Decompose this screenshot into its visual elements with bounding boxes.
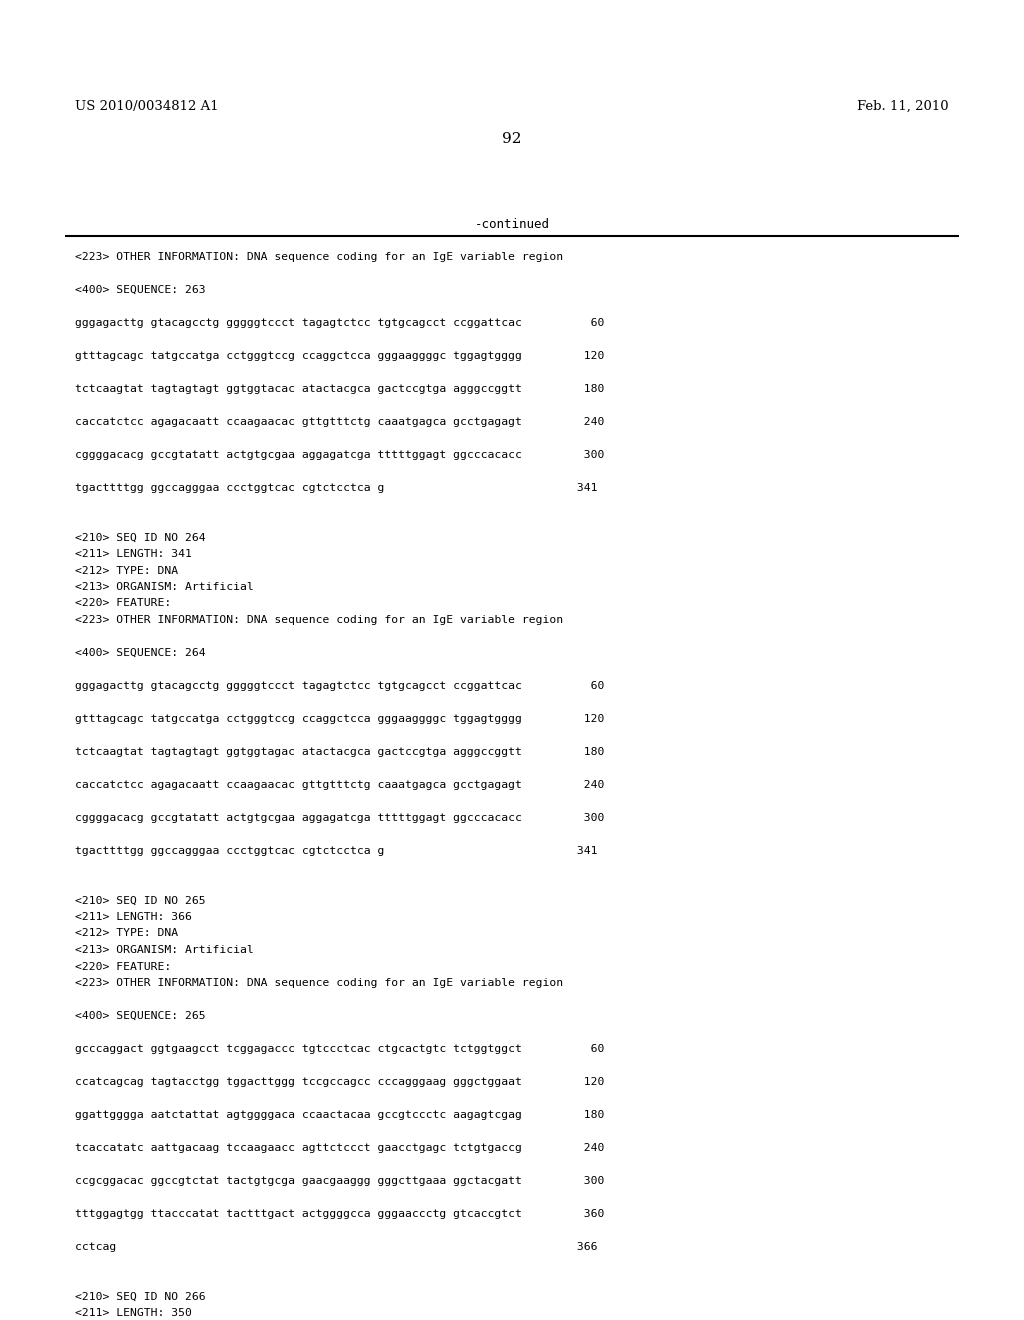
Text: <213> ORGANISM: Artificial: <213> ORGANISM: Artificial [75, 945, 254, 954]
Text: caccatctcc agagacaatt ccaagaacac gttgtttctg caaatgagca gcctgagagt         240: caccatctcc agagacaatt ccaagaacac gttgttt… [75, 417, 604, 426]
Text: <220> FEATURE:: <220> FEATURE: [75, 961, 171, 972]
Text: <223> OTHER INFORMATION: DNA sequence coding for an IgE variable region: <223> OTHER INFORMATION: DNA sequence co… [75, 978, 563, 987]
Text: tttggagtgg ttacccatat tactttgact actggggcca gggaaccctg gtcaccgtct         360: tttggagtgg ttacccatat tactttgact actgggg… [75, 1209, 604, 1218]
Text: <223> OTHER INFORMATION: DNA sequence coding for an IgE variable region: <223> OTHER INFORMATION: DNA sequence co… [75, 252, 563, 261]
Text: <211> LENGTH: 366: <211> LENGTH: 366 [75, 912, 191, 921]
Text: <210> SEQ ID NO 265: <210> SEQ ID NO 265 [75, 895, 206, 906]
Text: tctcaagtat tagtagtagt ggtggtagac atactacgca gactccgtga agggccggtt         180: tctcaagtat tagtagtagt ggtggtagac atactac… [75, 747, 604, 756]
Text: <212> TYPE: DNA: <212> TYPE: DNA [75, 928, 178, 939]
Text: tcaccatatc aattgacaag tccaagaacc agttctccct gaacctgagc tctgtgaccg         240: tcaccatatc aattgacaag tccaagaacc agttctc… [75, 1143, 604, 1152]
Text: gtttagcagc tatgccatga cctgggtccg ccaggctcca gggaaggggc tggagtgggg         120: gtttagcagc tatgccatga cctgggtccg ccaggct… [75, 714, 604, 723]
Text: ccatcagcag tagtacctgg tggacttggg tccgccagcc cccagggaag gggctggaat         120: ccatcagcag tagtacctgg tggacttggg tccgcca… [75, 1077, 604, 1086]
Text: -continued: -continued [474, 218, 550, 231]
Text: <400> SEQUENCE: 265: <400> SEQUENCE: 265 [75, 1011, 206, 1020]
Text: <212> TYPE: DNA: <212> TYPE: DNA [75, 565, 178, 576]
Text: caccatctcc agagacaatt ccaagaacac gttgtttctg caaatgagca gcctgagagt         240: caccatctcc agagacaatt ccaagaacac gttgttt… [75, 780, 604, 789]
Text: tgacttttgg ggccagggaa ccctggtcac cgtctcctca g                            341: tgacttttgg ggccagggaa ccctggtcac cgtctcc… [75, 846, 597, 855]
Text: gcccaggact ggtgaagcct tcggagaccc tgtccctcac ctgcactgtc tctggtggct          60: gcccaggact ggtgaagcct tcggagaccc tgtccct… [75, 1044, 604, 1053]
Text: cggggacacg gccgtatatt actgtgcgaa aggagatcga tttttggagt ggcccacacc         300: cggggacacg gccgtatatt actgtgcgaa aggagat… [75, 450, 604, 459]
Text: <210> SEQ ID NO 266: <210> SEQ ID NO 266 [75, 1291, 206, 1302]
Text: <211> LENGTH: 341: <211> LENGTH: 341 [75, 549, 191, 558]
Text: <400> SEQUENCE: 264: <400> SEQUENCE: 264 [75, 648, 206, 657]
Text: cggggacacg gccgtatatt actgtgcgaa aggagatcga tttttggagt ggcccacacc         300: cggggacacg gccgtatatt actgtgcgaa aggagat… [75, 813, 604, 822]
Text: ccgcggacac ggccgtctat tactgtgcga gaacgaaggg gggcttgaaa ggctacgatt         300: ccgcggacac ggccgtctat tactgtgcga gaacgaa… [75, 1176, 604, 1185]
Text: Feb. 11, 2010: Feb. 11, 2010 [857, 100, 949, 114]
Text: tgacttttgg ggccagggaa ccctggtcac cgtctcctca g                            341: tgacttttgg ggccagggaa ccctggtcac cgtctcc… [75, 483, 597, 492]
Text: gggagacttg gtacagcctg gggggtccct tagagtctcc tgtgcagcct ccggattcac          60: gggagacttg gtacagcctg gggggtccct tagagtc… [75, 681, 604, 690]
Text: <210> SEQ ID NO 264: <210> SEQ ID NO 264 [75, 532, 206, 543]
Text: <220> FEATURE:: <220> FEATURE: [75, 598, 171, 609]
Text: <400> SEQUENCE: 263: <400> SEQUENCE: 263 [75, 285, 206, 294]
Text: tctcaagtat tagtagtagt ggtggtacac atactacgca gactccgtga agggccggtt         180: tctcaagtat tagtagtagt ggtggtacac atactac… [75, 384, 604, 393]
Text: ggattgggga aatctattat agtggggaca ccaactacaa gccgtccctc aagagtcgag         180: ggattgggga aatctattat agtggggaca ccaacta… [75, 1110, 604, 1119]
Text: gtttagcagc tatgccatga cctgggtccg ccaggctcca gggaaggggc tggagtgggg         120: gtttagcagc tatgccatga cctgggtccg ccaggct… [75, 351, 604, 360]
Text: gggagacttg gtacagcctg gggggtccct tagagtctcc tgtgcagcct ccggattcac          60: gggagacttg gtacagcctg gggggtccct tagagtc… [75, 318, 604, 327]
Text: <223> OTHER INFORMATION: DNA sequence coding for an IgE variable region: <223> OTHER INFORMATION: DNA sequence co… [75, 615, 563, 624]
Text: cctcag                                                                   366: cctcag 366 [75, 1242, 597, 1251]
Text: US 2010/0034812 A1: US 2010/0034812 A1 [75, 100, 219, 114]
Text: 92: 92 [502, 132, 522, 147]
Text: <211> LENGTH: 350: <211> LENGTH: 350 [75, 1308, 191, 1317]
Text: <213> ORGANISM: Artificial: <213> ORGANISM: Artificial [75, 582, 254, 591]
